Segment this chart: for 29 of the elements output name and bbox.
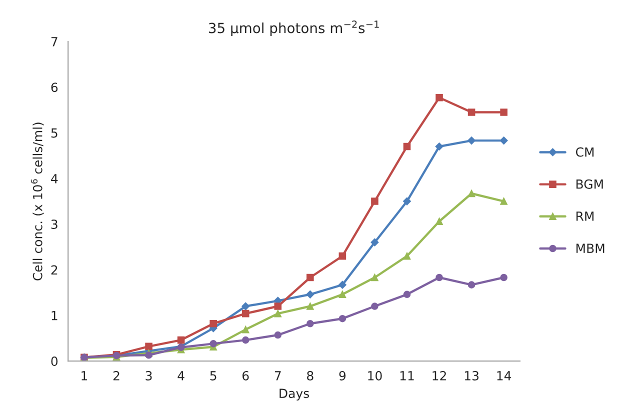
y-tick-label: 4 (51, 174, 58, 184)
legend-label: MBM (576, 244, 604, 253)
legend-label: BGM (576, 179, 603, 189)
y-tick-label: 1 (52, 311, 58, 320)
y-axis-title: Cell conc. (x 10$^{6}$ cells/ml) (30, 122, 44, 280)
y-tick-label: 2 (51, 265, 58, 274)
x-tick-label: 1 (82, 371, 88, 380)
y-tick-label: 0 (51, 356, 58, 366)
x-tick-label: 13 (464, 370, 478, 380)
x-tick-label: 3 (146, 370, 152, 380)
x-tick-label: 7 (274, 371, 281, 380)
x-tick-label: 8 (307, 370, 314, 380)
x-tick-label: 6 (242, 370, 249, 380)
x-tick-label: 12 (432, 370, 446, 380)
x-tick-label: 5 (210, 371, 216, 380)
x-tick-label: 14 (497, 371, 512, 380)
chart-title: 35 µmol photons m$^{−2}$s$^{−1}$ (208, 20, 379, 36)
y-tick-label: 7 (51, 37, 58, 46)
x-tick-label: 11 (400, 371, 414, 380)
legend-label: RM (576, 212, 594, 221)
y-tick-label: 6 (51, 82, 58, 92)
y-tick-label: 3 (51, 220, 58, 230)
y-tick-label: 5 (51, 128, 58, 138)
x-axis-title: Days (280, 388, 310, 401)
x-tick-label: 9 (339, 370, 346, 380)
x-tick-label: 2 (113, 370, 120, 380)
x-tick-label: 4 (178, 371, 184, 380)
x-tick-label: 10 (368, 370, 382, 380)
legend-label: CM (576, 147, 594, 157)
